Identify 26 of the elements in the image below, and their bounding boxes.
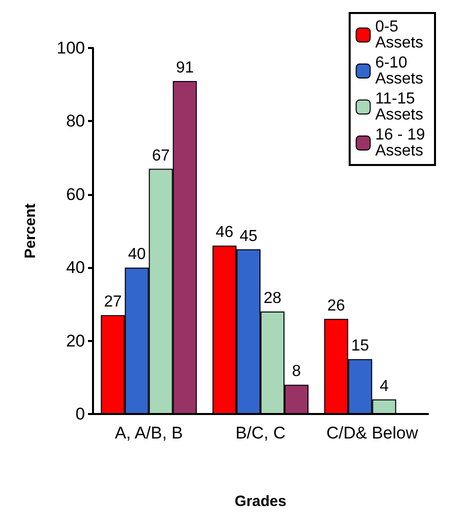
data-label: 26: [327, 297, 346, 314]
data-label: 40: [128, 246, 146, 264]
legend-label: 0-5 Assets: [375, 18, 424, 52]
data-label: 8: [292, 363, 302, 380]
data-label: 67: [152, 147, 170, 164]
data-label: 46: [216, 224, 234, 242]
y-axis-title: Percent: [22, 203, 39, 259]
legend-label: 16 - 19 Assets: [375, 126, 426, 160]
y-tick-label: 80: [66, 112, 85, 131]
legend-label: 6-10 Assets: [375, 54, 424, 88]
legend-label: 11-15 Assets: [375, 90, 424, 124]
data-label: 91: [176, 59, 194, 76]
data-label: 45: [240, 228, 258, 245]
x-tick-label: B/C, C: [235, 424, 286, 442]
y-tick-label: 20: [66, 331, 85, 350]
data-label: 28: [264, 290, 282, 308]
x-axis-title: Grades: [234, 493, 286, 510]
data-label: 4: [380, 378, 389, 395]
y-tick-label: 60: [66, 184, 85, 204]
data-label: 27: [104, 294, 122, 311]
data-label: 15: [351, 338, 370, 355]
y-tick-label: 40: [66, 258, 85, 278]
y-tick-label: 0: [76, 404, 85, 424]
y-tick-label: 100: [56, 38, 85, 58]
x-tick-label: A, A/B, B: [114, 424, 183, 442]
x-tick-label: C/D& Below: [326, 424, 419, 442]
